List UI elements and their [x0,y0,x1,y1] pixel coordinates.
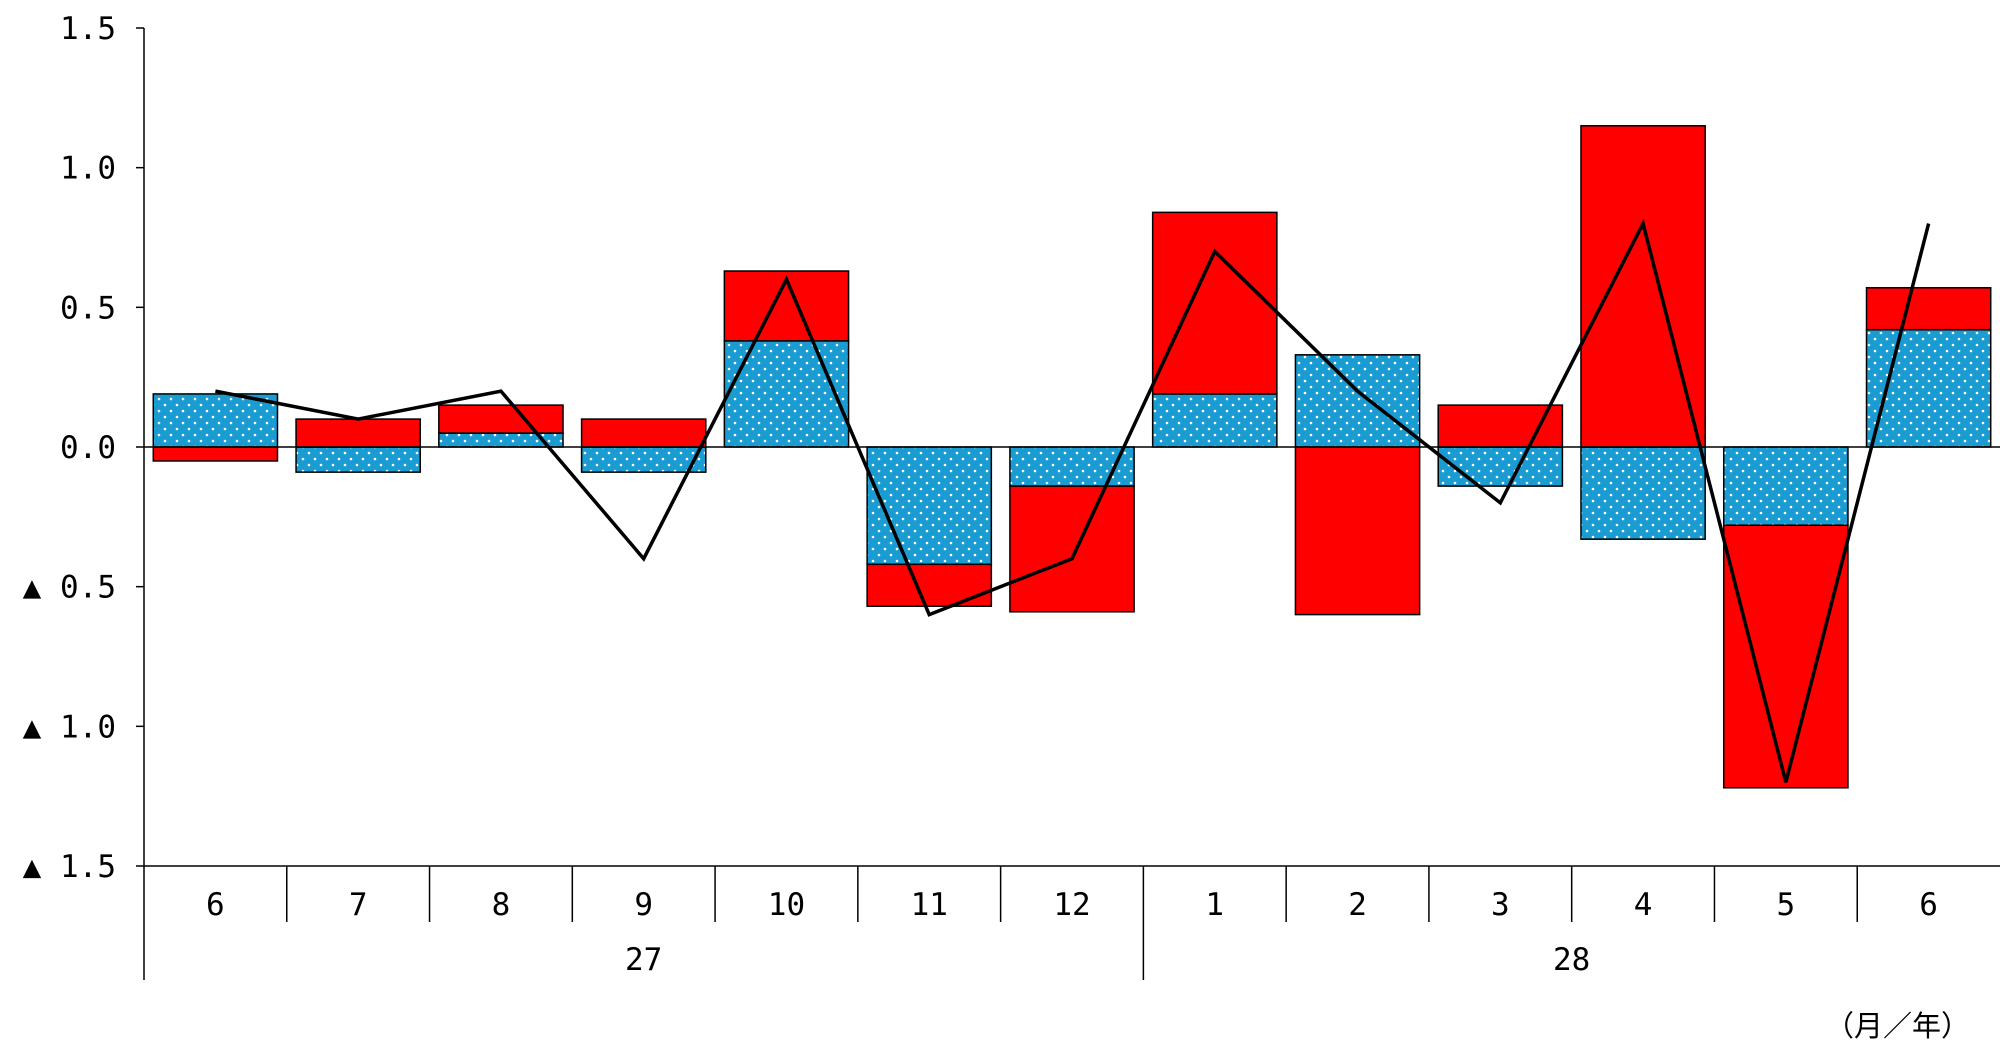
labels-layer: 1.51.00.50.0▲ 0.5▲ 1.0▲ 1.56 7 8 9 10 11 12 1 2 3… [23,11,1970,1043]
bar-segment-red [1722,524,1849,789]
x-tick-label: 6 [206,887,225,923]
bar-segment-red [295,418,422,448]
bar-segment-blue [1580,446,1706,540]
x-tick-label: 11 [911,887,948,923]
line-series [215,218,1931,783]
x-tick-label: 6 [1919,887,1938,923]
y-tick-label: ▲ 0.5 [23,570,116,606]
bar-segment-blue [1437,446,1564,487]
y-tick-label: 0.0 [60,430,116,466]
axes-layer [136,27,2000,980]
x-tick-label: 1 [1205,887,1224,923]
y-tick-label: ▲ 1.0 [23,709,116,745]
year-label: 28 [1553,942,1590,978]
x-tick-label: 4 [1634,887,1653,923]
y-tick-label: 1.5 [60,11,116,47]
bar-segment-red [1437,404,1564,448]
bar-segment-red [1009,485,1135,613]
x-tick-label: 10 [768,887,805,923]
y-tick-label: 1.0 [60,151,116,187]
bars-layer [152,125,1992,789]
bar-segment-red [152,446,279,462]
bar-segment-blue [295,446,422,473]
bar-segment-red [438,404,564,434]
bar-segment-blue [152,393,279,448]
bar-segment-red [1294,446,1421,616]
x-tick-label: 8 [492,887,511,923]
bar-segment-red [866,563,993,607]
x-tick-label: 3 [1491,887,1510,923]
unit-label: （月／年） [1825,1009,1970,1043]
x-tick-label: 5 [1777,887,1796,923]
bar-segment-red [580,418,707,448]
y-tick-label: 0.5 [60,290,116,326]
x-tick-label: 7 [349,887,368,923]
x-tick-label: 12 [1053,887,1090,923]
bar-segment-blue [866,446,993,566]
y-tick-label: ▲ 1.5 [23,849,116,885]
bar-segment-blue [580,446,707,473]
line-layer [215,218,1931,783]
bar-segment-blue [1722,446,1849,526]
bar-segment-red [1151,211,1278,395]
year-label: 27 [625,942,662,978]
x-tick-label: 9 [634,887,653,923]
bar-segment-blue [1151,393,1278,448]
x-tick-label: 2 [1348,887,1367,923]
bar-segment-red [1580,125,1706,448]
bar-segment-blue [1294,354,1421,448]
bar-segment-red [1865,287,1992,331]
bar-segment-blue [723,340,850,448]
